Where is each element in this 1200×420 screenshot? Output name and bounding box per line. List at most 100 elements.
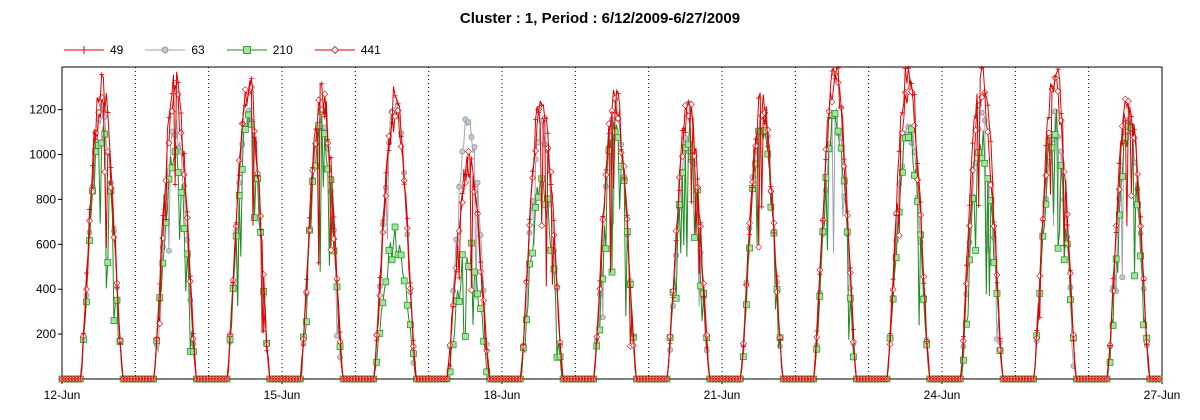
data-point	[548, 182, 554, 188]
data-point	[383, 170, 389, 176]
y-tick-label: 1200	[29, 103, 56, 117]
data-point	[685, 140, 692, 148]
data-point	[190, 330, 196, 336]
data-point	[251, 214, 258, 222]
data-point	[976, 202, 982, 208]
data-point	[114, 285, 120, 291]
data-point	[591, 376, 597, 382]
data-point	[328, 155, 334, 161]
data-point	[664, 376, 670, 382]
data-point	[1113, 229, 1119, 235]
x-tick-label: 12-Jun	[44, 388, 81, 402]
data-point	[187, 273, 193, 279]
data-point	[1058, 110, 1064, 116]
data-point	[319, 81, 325, 87]
data-point	[966, 222, 973, 230]
data-point	[245, 90, 251, 96]
data-point	[391, 112, 399, 120]
data-point	[676, 187, 682, 193]
data-point	[536, 109, 542, 115]
legend-swatch-square-icon	[226, 46, 267, 54]
data-point	[550, 231, 558, 239]
data-point	[594, 336, 600, 342]
data-point	[957, 376, 963, 382]
data-point	[841, 156, 847, 162]
data-point	[1122, 118, 1128, 124]
data-point	[1110, 275, 1116, 281]
data-point	[334, 278, 340, 284]
data-point	[523, 278, 529, 284]
data-point	[386, 148, 392, 154]
data-point	[621, 176, 627, 182]
data-point	[160, 213, 166, 219]
data-point	[963, 280, 970, 287]
data-point	[743, 301, 750, 309]
data-point	[1039, 232, 1047, 240]
data-point	[238, 166, 246, 173]
data-point	[236, 172, 242, 178]
data-point	[1135, 187, 1141, 193]
data-point	[110, 233, 118, 241]
data-point	[456, 275, 462, 281]
data-point	[843, 228, 851, 236]
data-point	[465, 119, 472, 126]
data-point	[908, 81, 914, 87]
data-point	[847, 265, 853, 271]
data-point	[737, 376, 743, 382]
data-point	[157, 281, 163, 287]
data-point	[468, 156, 474, 162]
data-point	[557, 341, 563, 347]
data-point	[248, 76, 254, 82]
data-point	[765, 143, 771, 149]
plot-frame	[61, 66, 1163, 380]
data-point	[920, 295, 928, 303]
data-point	[678, 152, 686, 160]
data-point	[844, 208, 850, 214]
x-tick-label: 21-Jun	[704, 388, 741, 402]
legend-swatch-plus-icon	[64, 46, 104, 54]
data-point	[159, 259, 167, 267]
data-point	[303, 276, 309, 282]
data-point	[385, 247, 393, 254]
data-point	[307, 215, 312, 221]
data-point	[602, 245, 610, 253]
data-point	[252, 134, 257, 140]
data-point	[1060, 256, 1068, 264]
data-point	[884, 376, 890, 382]
data-point	[700, 280, 708, 287]
data-point	[1134, 201, 1141, 209]
data-point	[771, 230, 777, 236]
data-point	[83, 270, 89, 276]
data-point	[544, 144, 552, 152]
data-point	[162, 177, 170, 184]
data-point	[752, 160, 759, 168]
data-point	[300, 342, 306, 348]
data-point	[679, 128, 685, 134]
data-point	[899, 110, 905, 116]
data-point	[1138, 214, 1144, 220]
data-point	[990, 259, 998, 266]
data-point	[83, 298, 90, 306]
data-point	[764, 126, 772, 134]
data-point	[388, 256, 396, 264]
data-point	[1128, 192, 1135, 200]
data-point	[406, 321, 414, 329]
data-point	[905, 65, 911, 71]
data-point	[110, 317, 118, 324]
data-point	[982, 90, 988, 96]
data-point	[542, 115, 548, 121]
data-point	[747, 232, 752, 238]
data-point	[917, 231, 924, 239]
data-point	[814, 328, 820, 334]
data-point	[379, 299, 387, 307]
data-point	[978, 109, 985, 116]
data-point	[1043, 143, 1049, 149]
data-point	[756, 95, 762, 101]
data-point	[606, 130, 612, 136]
data-point	[303, 288, 310, 296]
data-point	[966, 256, 973, 264]
data-point	[850, 353, 857, 361]
data-point	[478, 259, 484, 265]
data-point	[168, 164, 176, 172]
data-point	[704, 344, 710, 350]
